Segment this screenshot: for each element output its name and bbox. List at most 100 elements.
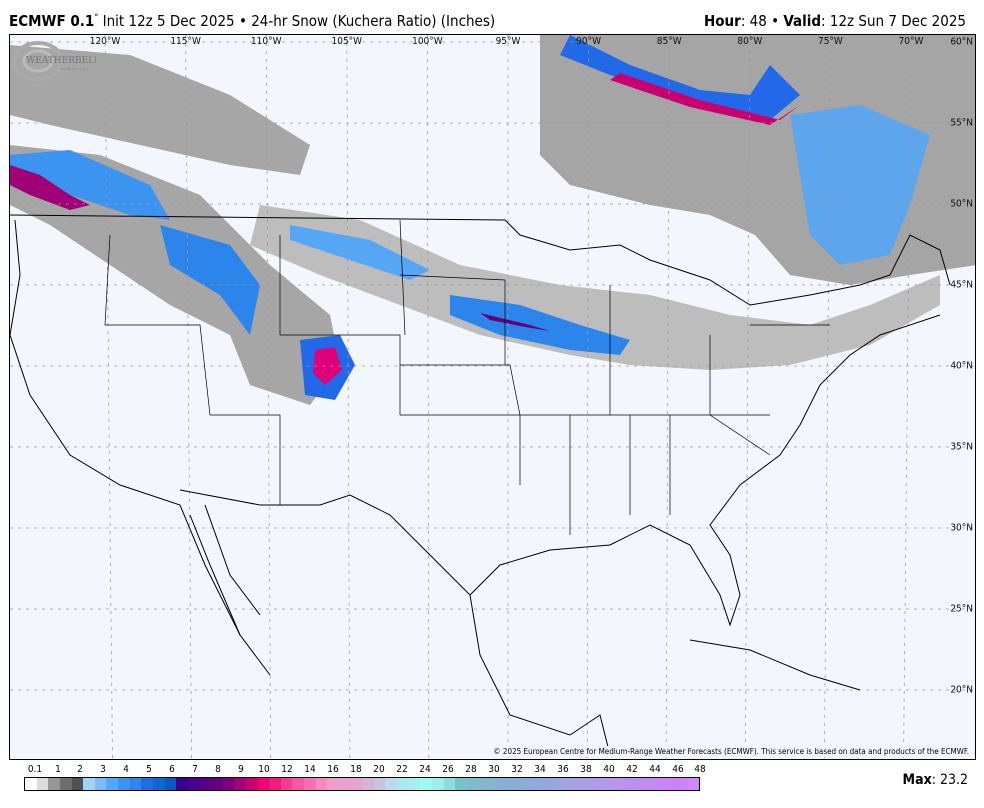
color-scale-swatch (455, 778, 467, 790)
legend-tick-label: 0.1 (27, 764, 43, 775)
legend-tick-label: 18 (350, 764, 362, 775)
color-scale-swatch (350, 778, 363, 790)
color-scale-swatch (152, 778, 165, 790)
separator: • (238, 12, 247, 30)
color-scale-swatch (687, 778, 700, 790)
copyright-notice: © 2025 European Centre for Medium-Range … (491, 746, 971, 757)
legend-tick-label: 5 (146, 764, 152, 775)
color-scale-swatch (187, 778, 200, 790)
legend-tick-label: 36 (557, 764, 569, 775)
legend-tick-label: 32 (511, 764, 523, 775)
legend-tick-label: 38 (580, 764, 592, 775)
init-time: Init 12z 5 Dec 2025 (102, 12, 235, 30)
legend-tick-label: 22 (396, 764, 408, 775)
color-scale-swatch (164, 778, 177, 790)
snow-area-bc-core (10, 165, 90, 210)
weatherbell-logo: WEATHERBELL Analytics LLC (12, 41, 96, 81)
color-scale-swatch (94, 778, 107, 790)
meridian-line (824, 35, 831, 759)
meridian-line (744, 35, 751, 759)
color-scale-swatch (118, 778, 130, 790)
max-number: 23.2 (939, 772, 968, 788)
legend-tick-label: 16 (327, 764, 339, 775)
longitude-label: 115°W (170, 36, 201, 47)
latitude-label: 30°N (950, 522, 973, 534)
product-name: 24-hr Snow (Kuchera Ratio) (Inches) (251, 12, 496, 30)
max-value: Max: 23.2 (902, 772, 968, 788)
color-scale-swatch (176, 778, 188, 790)
color-scale-swatch (478, 778, 490, 790)
color-scale-swatch (548, 778, 560, 790)
meridian-line (265, 35, 272, 759)
color-scale-swatch (629, 778, 642, 790)
legend-tick-label: 10 (258, 764, 270, 775)
color-scale-swatch (571, 778, 583, 790)
color-scale-swatch (536, 778, 549, 790)
us-mexico-border (179, 489, 471, 596)
cuba (689, 639, 861, 691)
svg-text:WEATHERBELL: WEATHERBELL (26, 56, 96, 66)
color-scale-swatch (664, 778, 676, 790)
valid-time-info: Hour: 48 • Valid: 12z Sun 7 Dec 2025 (703, 12, 966, 30)
latitude-label: 20°N (950, 684, 973, 696)
longitude-label: 70°W (898, 36, 924, 47)
latitude-label: 60°N (950, 36, 973, 48)
color-scale-swatch (397, 778, 409, 790)
valid-value: 12z Sun 7 Dec 2025 (829, 12, 966, 30)
legend-tick-label: 3 (100, 764, 106, 775)
color-scale-swatch (83, 778, 95, 790)
gulf-coast (469, 314, 941, 627)
snowfall-shading (10, 35, 975, 405)
color-scale-swatch (513, 778, 525, 790)
color-scale-swatch (420, 778, 432, 790)
political-borders (10, 214, 951, 756)
latitude-label: 50°N (950, 198, 973, 210)
color-scale-swatch (385, 778, 397, 790)
legend-tick-label: 24 (419, 764, 431, 775)
longitude-label: 105°W (331, 36, 363, 47)
color-scale-swatch (71, 778, 84, 790)
valid-label: Valid (783, 12, 822, 30)
snowfall-map: 120°W 115°W 110°W 105°W 100°W 95°W 90°W 85°W 80°… (9, 34, 976, 760)
legend-tick-label: 48 (694, 764, 706, 775)
legend-tick-label: 8 (215, 764, 221, 775)
color-scale-swatch (606, 778, 618, 790)
legend-tick-label: 20 (373, 764, 385, 775)
map-canvas (10, 35, 975, 759)
color-scale-swatch (652, 778, 665, 790)
meridian-line (185, 35, 192, 759)
legend-tick-label: 9 (238, 764, 244, 775)
color-scale-swatch (431, 778, 444, 790)
hour-label: Hour (703, 12, 741, 30)
snow-area-northwest (10, 45, 310, 175)
legend-tick-label: 4 (123, 764, 129, 775)
longitude-label: 95°W (495, 36, 521, 47)
color-scale-swatch (594, 778, 607, 790)
snow-area-idaho (160, 225, 260, 335)
color-scale-swatch (338, 778, 351, 790)
snow-area-hudson-band (560, 35, 800, 120)
color-scale-swatch (304, 778, 316, 790)
legend-tick-label: 42 (626, 764, 638, 775)
longitude-label: 90°W (576, 36, 602, 47)
legend-labels: 0.1 1 2 3 4 5 6 7 8 9 10 12 14 16 18 20 22 24 26 28 30 32 34 36… (24, 764, 706, 776)
model-name: ECMWF 0.1 (9, 12, 95, 30)
lat-lon-grid (10, 35, 975, 759)
color-scale-swatch (59, 778, 72, 790)
legend-tick-label: 40 (603, 764, 615, 775)
legend-tick-label: 30 (488, 764, 500, 775)
color-scale-swatch (327, 778, 339, 790)
longitude-label: 75°W (817, 36, 843, 47)
color-scale-swatch (490, 778, 502, 790)
color-scale-swatch (36, 778, 49, 790)
legend-tick-label: 34 (534, 764, 546, 775)
color-scale-swatch (617, 778, 630, 790)
color-scale-swatch (676, 778, 688, 790)
longitude-label: 100°W (412, 36, 443, 47)
legend-tick-label: 1 (55, 764, 61, 775)
color-scale-swatch (641, 778, 653, 790)
color-scale-swatch (48, 778, 60, 790)
legend-tick-label: 14 (304, 764, 316, 775)
color-scale-swatch (257, 778, 270, 790)
legend-tick-label: 26 (442, 764, 454, 775)
